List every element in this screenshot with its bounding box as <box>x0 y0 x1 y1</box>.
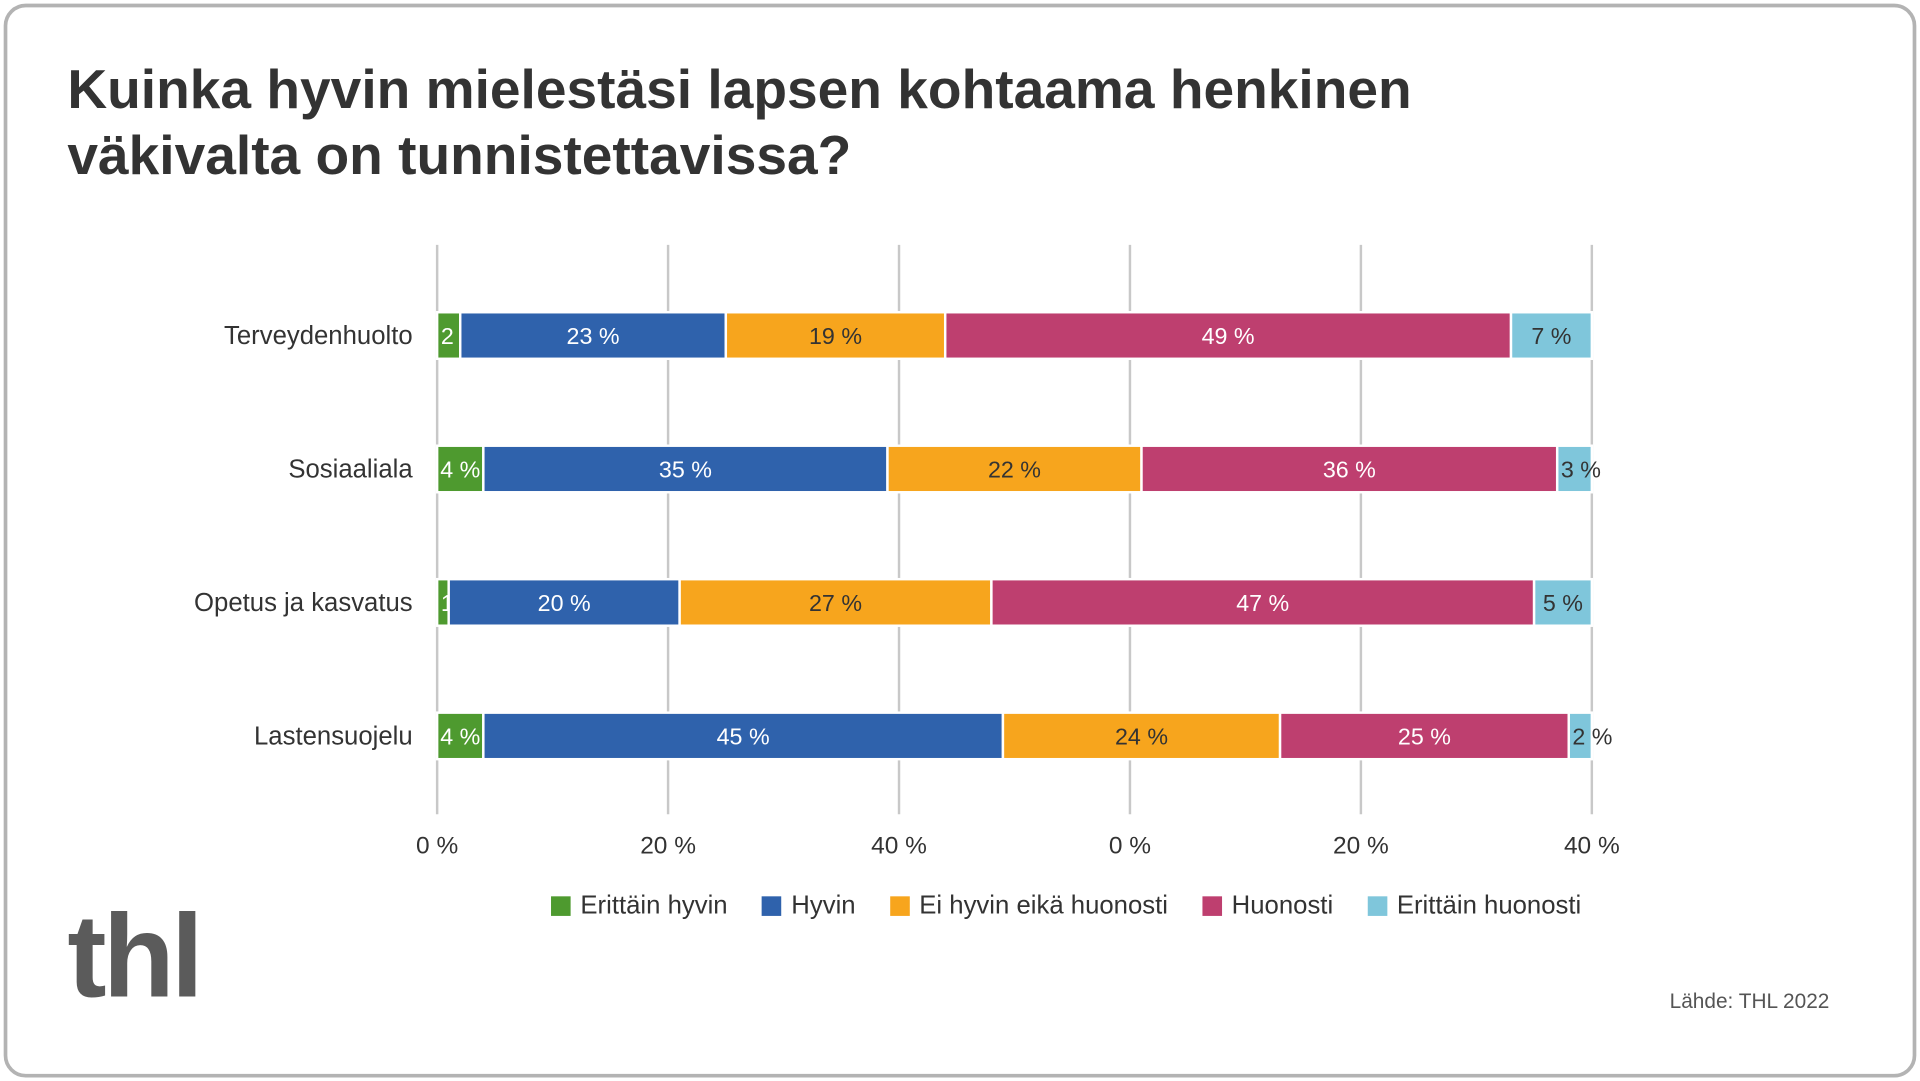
stacked-bar-chart: 0 % 20 % 40 % 0 % 20 % 40 % Terveydenhuolto 2 %… <box>194 244 1620 859</box>
source-note: Lähde: THL 2022 <box>1669 989 1830 1013</box>
legend-label: Erittäin huonosti <box>1396 891 1582 920</box>
data-label: 7 % <box>1531 323 1571 349</box>
chart-title: Kuinka hyvin mielestäsi lapsen kohtaama … <box>67 57 1412 187</box>
legend-item: Hyvin <box>761 891 856 920</box>
bar-segment <box>678 577 993 627</box>
data-label: 24 % <box>1115 723 1168 749</box>
bar-segment <box>1555 444 1594 494</box>
legend: Erittäin hyvin Hyvin Ei hyvin eikä huonost… <box>551 891 1581 920</box>
thl-logo: thl <box>67 891 203 1023</box>
bar-segment <box>990 577 1536 627</box>
data-label: 19 % <box>809 323 862 349</box>
legend-swatch <box>1202 896 1222 916</box>
legend-item: Ei hyvin eikä huonosti <box>889 891 1168 920</box>
legend-swatch <box>889 896 910 916</box>
data-label: 4 % <box>440 457 480 483</box>
data-label: 22 % <box>988 457 1041 483</box>
x-tick-label: 40 % <box>1564 832 1620 859</box>
data-label: 20 % <box>538 590 591 616</box>
bar-segment <box>1278 711 1570 761</box>
data-label: 4 % <box>440 723 480 749</box>
data-label: 3 % <box>1561 457 1601 483</box>
bar-segment <box>943 311 1513 361</box>
bar-segment <box>435 711 485 761</box>
data-label: 36 % <box>1323 457 1376 483</box>
legend-label: Huonosti <box>1231 891 1334 920</box>
bar-segment <box>459 311 728 361</box>
bar-segment <box>886 444 1143 494</box>
x-tick-label: 20 % <box>640 832 696 859</box>
legend-item: Erittäin huonosti <box>1367 891 1581 920</box>
legend-label: Ei hyvin eikä huonosti <box>919 891 1168 920</box>
x-tick-label: 0 % <box>1109 832 1151 859</box>
bar-segment <box>447 577 681 627</box>
data-label: 23 % <box>567 323 620 349</box>
legend-swatch <box>761 896 782 916</box>
legend-label: Erittäin hyvin <box>580 891 728 920</box>
bar-segment <box>1567 711 1594 761</box>
data-label: 2 % <box>1572 723 1612 749</box>
data-label: 27 % <box>809 590 862 616</box>
data-label: 45 % <box>717 723 770 749</box>
bar-segment <box>1509 311 1594 361</box>
x-tick-label: 40 % <box>871 832 927 859</box>
bar-segment <box>1532 577 1594 627</box>
chart-card <box>3 3 1917 1078</box>
data-label: 25 % <box>1398 723 1451 749</box>
data-label: 47 % <box>1236 590 1289 616</box>
data-label: 5 % <box>1543 590 1583 616</box>
legend-item: Huonosti <box>1202 891 1333 920</box>
data-label: 35 % <box>659 457 712 483</box>
legend-label: Hyvin <box>791 891 856 920</box>
bar-segment <box>482 711 1005 761</box>
x-tick-label: 20 % <box>1333 832 1389 859</box>
legend-swatch <box>1367 896 1388 916</box>
legend-item: Erittäin hyvin <box>551 891 728 920</box>
legend-swatch <box>551 896 571 916</box>
data-label: 49 % <box>1202 323 1255 349</box>
category-label: Sosiaaliala <box>288 456 413 484</box>
category-label: Lastensuojelu <box>254 722 413 750</box>
x-tick-label: 0 % <box>416 832 458 859</box>
category-label: Terveydenhuolto <box>224 322 413 350</box>
category-label: Opetus ja kasvatus <box>194 589 413 617</box>
